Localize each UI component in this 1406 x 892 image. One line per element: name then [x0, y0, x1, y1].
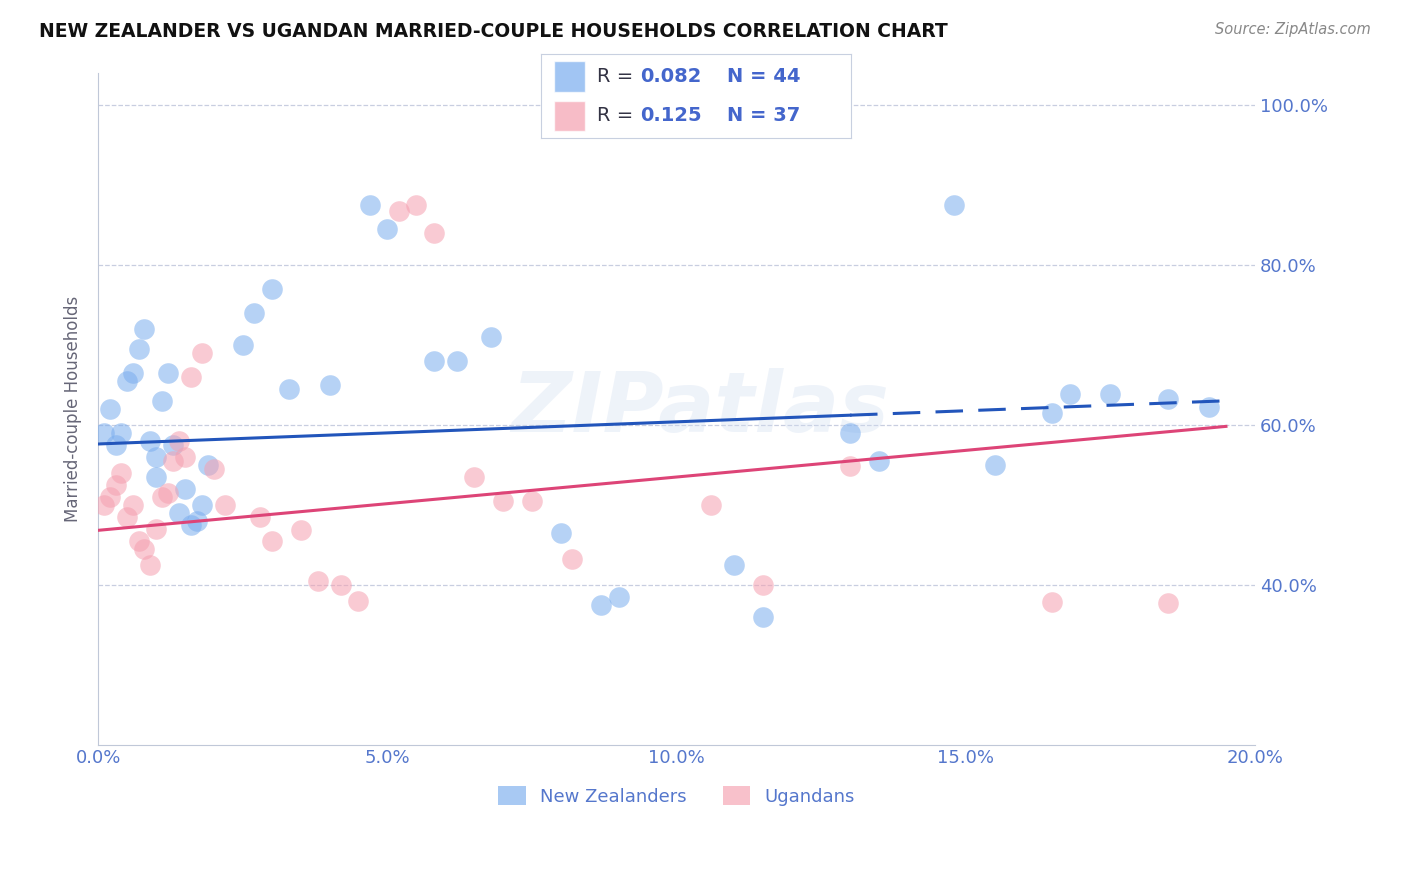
Ugandans	[115, 509, 138, 524]
Ugandans	[330, 577, 353, 591]
New Zealanders	[93, 425, 115, 440]
Ugandans	[290, 524, 312, 538]
New Zealanders	[191, 498, 214, 512]
Ugandans	[347, 593, 370, 607]
New Zealanders	[174, 482, 197, 496]
New Zealanders	[550, 525, 572, 540]
New Zealanders	[128, 342, 150, 356]
Ugandans	[202, 462, 225, 476]
New Zealanders	[1157, 392, 1180, 407]
New Zealanders	[607, 590, 630, 604]
Ugandans	[180, 369, 202, 384]
Ugandans	[145, 522, 167, 536]
Ugandans	[752, 577, 775, 591]
Ugandans	[156, 485, 179, 500]
Text: 0.125: 0.125	[640, 106, 702, 125]
New Zealanders	[115, 374, 138, 388]
Ugandans	[839, 459, 862, 474]
New Zealanders	[180, 517, 202, 532]
Ugandans	[139, 558, 162, 572]
New Zealanders	[839, 425, 862, 440]
New Zealanders	[983, 458, 1005, 472]
Ugandans	[122, 498, 145, 512]
New Zealanders	[278, 382, 301, 396]
Ugandans	[1042, 595, 1064, 609]
Ugandans	[422, 226, 444, 240]
Text: NEW ZEALANDER VS UGANDAN MARRIED-COUPLE HOUSEHOLDS CORRELATION CHART: NEW ZEALANDER VS UGANDAN MARRIED-COUPLE …	[39, 22, 948, 41]
New Zealanders	[1059, 387, 1081, 401]
Ugandans	[307, 574, 329, 588]
New Zealanders	[1099, 387, 1122, 401]
New Zealanders	[122, 366, 145, 380]
New Zealanders	[1042, 406, 1064, 420]
Text: N = 44: N = 44	[727, 67, 800, 86]
Ugandans	[104, 477, 127, 491]
New Zealanders	[134, 322, 156, 336]
Y-axis label: Married-couple Households: Married-couple Households	[65, 295, 82, 522]
New Zealanders	[943, 198, 966, 212]
New Zealanders	[260, 282, 283, 296]
Ugandans	[388, 203, 411, 218]
New Zealanders	[377, 222, 399, 236]
Text: R =: R =	[598, 106, 633, 125]
New Zealanders	[243, 306, 266, 320]
New Zealanders	[446, 354, 468, 368]
Ugandans	[561, 552, 583, 566]
New Zealanders	[139, 434, 162, 448]
New Zealanders	[186, 514, 208, 528]
Ugandans	[98, 490, 121, 504]
Ugandans	[162, 454, 184, 468]
New Zealanders	[422, 354, 444, 368]
Ugandans	[700, 498, 723, 512]
Text: R =: R =	[598, 67, 633, 86]
Ugandans	[520, 493, 543, 508]
FancyBboxPatch shape	[554, 101, 585, 131]
New Zealanders	[481, 330, 503, 344]
New Zealanders	[156, 366, 179, 380]
FancyBboxPatch shape	[554, 62, 585, 92]
Ugandans	[110, 466, 132, 480]
Ugandans	[174, 450, 197, 464]
Text: N = 37: N = 37	[727, 106, 800, 125]
New Zealanders	[167, 506, 190, 520]
Ugandans	[167, 434, 190, 448]
New Zealanders	[110, 425, 132, 440]
Ugandans	[128, 533, 150, 548]
New Zealanders	[1198, 400, 1220, 414]
New Zealanders	[232, 338, 254, 352]
New Zealanders	[145, 469, 167, 483]
New Zealanders	[104, 438, 127, 452]
Ugandans	[93, 498, 115, 512]
Ugandans	[214, 498, 236, 512]
Ugandans	[463, 469, 485, 483]
New Zealanders	[723, 558, 745, 572]
New Zealanders	[98, 401, 121, 416]
Ugandans	[260, 533, 283, 548]
Text: 0.082: 0.082	[640, 67, 702, 86]
New Zealanders	[150, 393, 173, 408]
New Zealanders	[868, 454, 890, 468]
Ugandans	[405, 198, 427, 212]
New Zealanders	[318, 377, 340, 392]
Text: Source: ZipAtlas.com: Source: ZipAtlas.com	[1215, 22, 1371, 37]
Ugandans	[249, 509, 271, 524]
New Zealanders	[145, 450, 167, 464]
Ugandans	[150, 490, 173, 504]
Ugandans	[492, 493, 515, 508]
Text: ZIPatlas: ZIPatlas	[510, 368, 889, 450]
New Zealanders	[752, 609, 775, 624]
New Zealanders	[197, 458, 219, 472]
New Zealanders	[359, 198, 381, 212]
New Zealanders	[162, 438, 184, 452]
Ugandans	[191, 346, 214, 360]
Ugandans	[134, 541, 156, 556]
Ugandans	[1157, 596, 1180, 610]
New Zealanders	[591, 598, 613, 612]
Legend: New Zealanders, Ugandans: New Zealanders, Ugandans	[491, 779, 862, 813]
